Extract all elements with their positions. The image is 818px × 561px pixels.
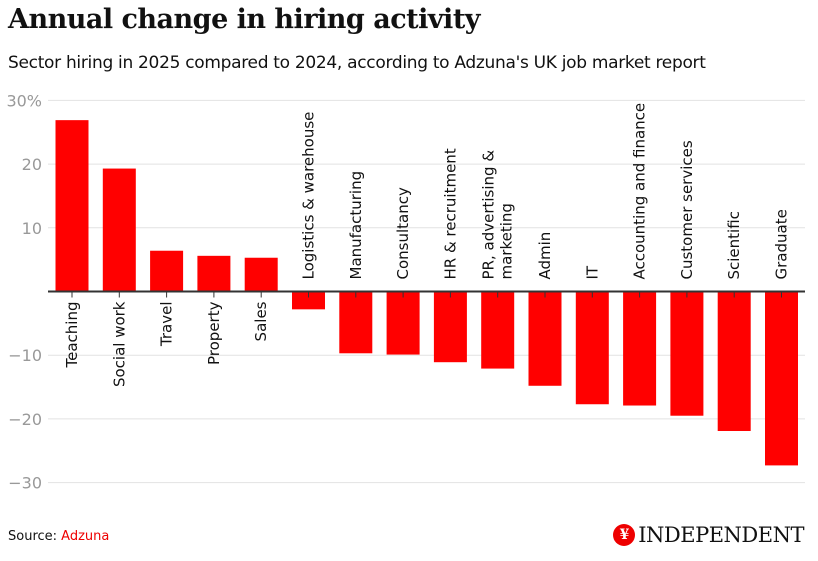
bar bbox=[244, 257, 278, 292]
bar bbox=[150, 250, 184, 292]
x-tick-label: Travel bbox=[158, 302, 176, 348]
x-tick-label: PR, advertising & bbox=[480, 150, 498, 280]
source-note: Source: Adzuna bbox=[8, 529, 109, 544]
bar bbox=[433, 291, 467, 363]
bar bbox=[481, 291, 515, 369]
bar bbox=[292, 291, 325, 310]
x-tick-label: Scientific bbox=[725, 211, 743, 279]
x-tick-label: HR & recruitment bbox=[441, 148, 459, 279]
bar bbox=[670, 291, 704, 416]
eagle-icon: ¥ bbox=[613, 524, 636, 546]
publisher-name: INDEPENDENT bbox=[638, 523, 804, 547]
x-tick-label: Sales bbox=[252, 301, 270, 341]
chart-title: Annual change in hiring activity bbox=[8, 4, 480, 35]
x-tick-label: Admin bbox=[536, 232, 554, 280]
bar bbox=[339, 291, 373, 354]
y-tick-label: 30% bbox=[6, 91, 42, 110]
bar bbox=[623, 291, 657, 406]
x-tick-label: Manufacturing bbox=[347, 171, 365, 280]
x-tick-label: marketing bbox=[498, 203, 516, 279]
x-tick-label: Accounting and finance bbox=[631, 103, 649, 280]
x-tick-label: Property bbox=[205, 301, 223, 365]
chart-subtitle: Sector hiring in 2025 compared to 2024, … bbox=[8, 53, 706, 73]
x-tick-label: Consultancy bbox=[394, 187, 412, 279]
x-tick-label: Teaching bbox=[63, 302, 81, 369]
x-tick-label: Graduate bbox=[773, 209, 791, 279]
bar bbox=[765, 291, 798, 466]
independent-logo: ¥ INDEPENDENT bbox=[613, 523, 804, 547]
bar bbox=[528, 291, 562, 386]
y-tick-label: 20 bbox=[22, 155, 42, 174]
y-tick-label: −30 bbox=[8, 474, 42, 493]
y-tick-label: −20 bbox=[8, 410, 42, 429]
y-tick-label: 10 bbox=[22, 219, 42, 238]
source-link[interactable]: Adzuna bbox=[61, 529, 110, 544]
source-label: Source: bbox=[8, 529, 58, 544]
bar bbox=[102, 168, 136, 292]
bar bbox=[197, 255, 231, 292]
bar bbox=[717, 291, 751, 432]
y-tick-label: −10 bbox=[8, 346, 42, 365]
bar bbox=[575, 291, 609, 405]
bar bbox=[386, 291, 420, 355]
x-tick-label: Social work bbox=[110, 301, 128, 387]
x-tick-label: Customer services bbox=[678, 140, 696, 279]
x-tick-label: Logistics & warehouse bbox=[300, 112, 318, 280]
x-tick-label: IT bbox=[583, 265, 601, 279]
bar bbox=[55, 120, 89, 292]
